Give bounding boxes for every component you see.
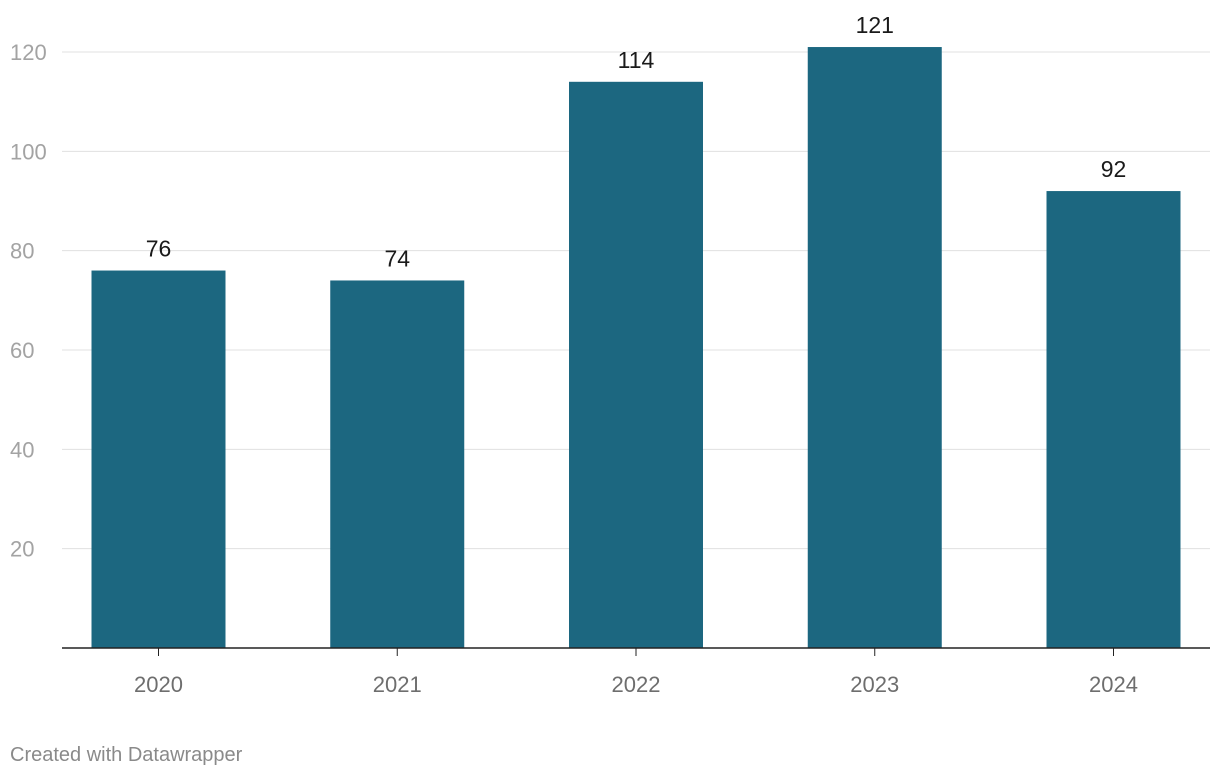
bar-chart: 20 40 60 80 100 120 76 74 114 121 92 2020 2021 2022…	[10, 12, 1210, 697]
bar	[1046, 191, 1181, 649]
x-tick-label: 2023	[850, 672, 899, 697]
credit-text: Created with Datawrapper	[10, 744, 243, 766]
x-tick-label: 2022	[612, 672, 661, 697]
y-tick-label: 40	[10, 437, 34, 462]
y-tick-label: 120	[10, 40, 47, 65]
y-tick-label: 100	[10, 139, 47, 164]
data-label: 121	[856, 12, 894, 38]
bars	[91, 47, 1181, 649]
y-tick-label: 60	[10, 338, 34, 363]
data-label: 114	[618, 47, 655, 73]
bar	[569, 81, 703, 649]
x-tick-label: 2024	[1089, 672, 1138, 697]
bar	[330, 280, 465, 648]
data-label: 74	[384, 245, 410, 271]
data-label: 92	[1101, 156, 1127, 182]
x-tick-label: 2021	[373, 672, 422, 697]
x-axis-labels: 2020 2021 2022 2023 2024	[134, 648, 1138, 697]
x-tick-label: 2020	[134, 672, 183, 697]
y-tick-label: 80	[10, 239, 34, 264]
y-axis-labels: 20 40 60 80 100 120	[10, 40, 47, 562]
data-label: 76	[146, 236, 172, 262]
y-tick-label: 20	[10, 537, 34, 562]
data-labels: 76 74 114 121 92	[146, 12, 1127, 271]
bar	[91, 270, 226, 648]
bar	[807, 47, 942, 649]
